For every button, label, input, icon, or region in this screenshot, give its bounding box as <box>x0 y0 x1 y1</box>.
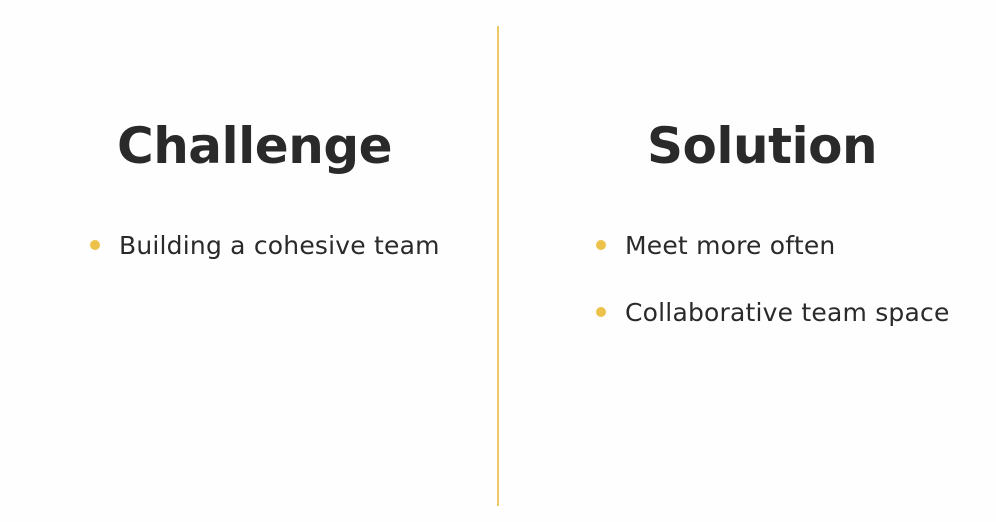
challenge-heading: Challenge <box>117 117 393 175</box>
challenge-bullet-list: Building a cohesive team <box>90 226 440 293</box>
bullet-dot-icon <box>596 307 606 317</box>
challenge-bullet-item: Building a cohesive team <box>90 226 440 264</box>
bullet-text: Meet more often <box>625 230 836 260</box>
bullet-dot-icon <box>90 240 100 250</box>
solution-heading: Solution <box>647 117 878 175</box>
solution-bullet-list: Meet more often Collaborative team space <box>596 226 950 360</box>
vertical-divider <box>497 26 499 506</box>
solution-bullet-item: Collaborative team space <box>596 293 950 331</box>
bullet-text: Collaborative team space <box>625 297 950 327</box>
bullet-dot-icon <box>596 240 606 250</box>
bullet-text: Building a cohesive team <box>119 230 440 260</box>
solution-bullet-item: Meet more often <box>596 226 950 264</box>
